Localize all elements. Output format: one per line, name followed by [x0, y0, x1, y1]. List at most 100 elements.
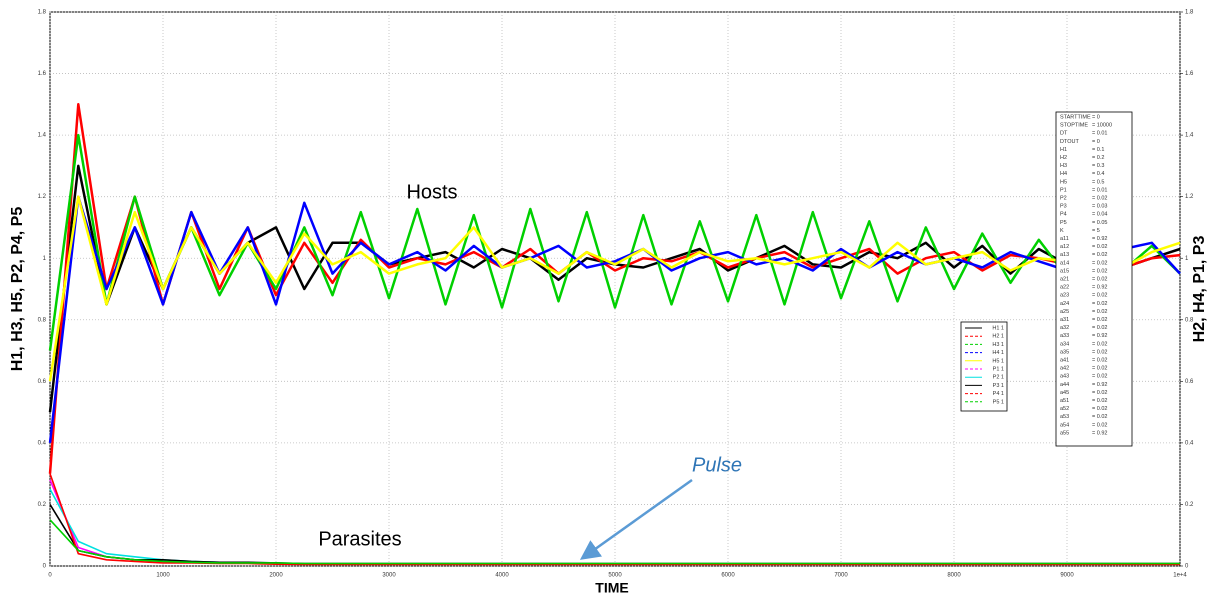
parameter-value: = 0.02 — [1092, 341, 1107, 347]
parameter-value: = 0.03 — [1092, 204, 1107, 210]
legend-label: H2 1 — [992, 334, 1004, 340]
parameter-name: H1 — [1060, 147, 1067, 153]
parameter-name: a32 — [1060, 325, 1069, 331]
legend-label: H4 1 — [992, 350, 1004, 356]
parameter-name: a15 — [1060, 268, 1069, 274]
parameter-value: = 0.02 — [1092, 398, 1107, 404]
parameter-value: = 0.02 — [1092, 252, 1107, 258]
parameter-name: a53 — [1060, 414, 1069, 420]
x-tick-label: 5000 — [608, 573, 622, 579]
parameter-value: = 0.02 — [1092, 276, 1107, 282]
y-tick-label: 1.2 — [38, 194, 47, 200]
parameter-name: DT — [1060, 131, 1068, 137]
y2-tick-label: 1.8 — [1185, 10, 1194, 16]
parameter-value: = 0 — [1092, 139, 1100, 145]
parameter-name: a34 — [1060, 341, 1069, 347]
x-tick-label: 1000 — [156, 573, 170, 579]
y-tick-label: 1.6 — [38, 71, 47, 77]
parameter-name: a21 — [1060, 276, 1069, 282]
x-tick-label: 8000 — [947, 573, 961, 579]
parameter-name: a55 — [1060, 430, 1069, 436]
y-tick-label: 1 — [43, 256, 47, 262]
series-line — [48, 195, 1181, 382]
parameter-value: = 0 — [1092, 114, 1100, 120]
parameter-value: = 0.02 — [1092, 390, 1107, 396]
parameter-value: = 0.5 — [1092, 179, 1104, 185]
parameter-box — [1055, 111, 1133, 447]
y2-tick-label: 0.4 — [1185, 440, 1194, 446]
y-tick-label: 0.2 — [38, 502, 47, 508]
parameter-name: a22 — [1060, 285, 1069, 291]
y-tick-label: 1.8 — [38, 10, 47, 16]
parameter-name: P2 — [1060, 195, 1067, 201]
legend-label: H3 1 — [992, 342, 1004, 348]
y2-tick-label: 0.2 — [1185, 502, 1194, 508]
parameter-name: H4 — [1060, 171, 1067, 177]
parameter-value: = 0.02 — [1092, 301, 1107, 307]
y-tick-label: 1.4 — [38, 133, 47, 139]
parameter-value: = 0.92 — [1092, 333, 1107, 339]
parameter-name: a54 — [1060, 422, 1069, 428]
legend — [960, 321, 1008, 412]
parameter-value: = 10000 — [1092, 123, 1112, 129]
hosts-annotation: Hosts — [406, 181, 457, 203]
parameter-name: a23 — [1060, 293, 1069, 299]
parameter-name: a24 — [1060, 301, 1069, 307]
parameter-value: = 0.02 — [1092, 414, 1107, 420]
parameter-value: = 5 — [1092, 228, 1100, 234]
parameter-value: = 0.92 — [1092, 285, 1107, 291]
parameter-value: = 0.4 — [1092, 171, 1104, 177]
x-tick-label: 2000 — [269, 573, 283, 579]
parameter-value: = 0.02 — [1092, 195, 1107, 201]
parameter-name: a33 — [1060, 333, 1069, 339]
pulse-annotation: Pulse — [692, 454, 742, 476]
legend-label: P3 1 — [993, 383, 1004, 389]
x-tick-label: 1e+4 — [1173, 573, 1187, 579]
parameter-name: P3 — [1060, 204, 1067, 210]
parameter-name: a51 — [1060, 398, 1069, 404]
parameter-name: a12 — [1060, 244, 1069, 250]
pulse-arrow — [579, 478, 693, 560]
parameter-value: = 0.02 — [1092, 293, 1107, 299]
parameter-value: = 0.02 — [1092, 317, 1107, 323]
parameter-value: = 0.02 — [1092, 366, 1107, 372]
parameter-name: a11 — [1060, 236, 1069, 242]
parameter-name: a14 — [1060, 260, 1069, 266]
x-tick-label: 7000 — [834, 573, 848, 579]
parameter-name: K — [1060, 228, 1064, 234]
parameter-value: = 0.01 — [1092, 131, 1107, 137]
parameter-value: = 0.04 — [1092, 212, 1107, 218]
parameter-name: P5 — [1060, 220, 1067, 226]
y2-tick-label: 1 — [1185, 256, 1189, 262]
y2-tick-label: 1.6 — [1185, 71, 1194, 77]
series-line — [49, 519, 1180, 565]
legend-label: P4 1 — [993, 391, 1004, 397]
legend-label: P1 1 — [993, 366, 1004, 372]
legend-label: H1 1 — [992, 325, 1004, 331]
parameter-value: = 0.02 — [1092, 349, 1107, 355]
parameter-value: = 0.92 — [1092, 430, 1107, 436]
x-tick-label: 9000 — [1060, 573, 1074, 579]
y2-tick-label: 0 — [1185, 564, 1189, 570]
y-tick-label: 0 — [43, 564, 47, 570]
parameter-name: DTOUT — [1060, 139, 1079, 145]
parameter-value: = 0.02 — [1092, 244, 1107, 250]
parameter-value: = 0.05 — [1092, 220, 1107, 226]
parameter-name: STARTTIME — [1060, 114, 1091, 120]
parameter-value: = 0.2 — [1092, 155, 1104, 161]
parameter-name: H2 — [1060, 155, 1067, 161]
parameter-name: a45 — [1060, 390, 1069, 396]
parameter-name: P1 — [1060, 187, 1067, 193]
parameter-value: = 0.02 — [1092, 357, 1107, 363]
y2-tick-label: 1.4 — [1185, 133, 1194, 139]
parameter-name: a52 — [1060, 406, 1069, 412]
x-tick-label: 0 — [48, 573, 52, 579]
y2-tick-label: 0.8 — [1185, 317, 1194, 323]
y2-tick-label: 0.6 — [1185, 379, 1194, 385]
parameter-name: H3 — [1060, 163, 1067, 169]
y-tick-label: 0.6 — [38, 379, 47, 385]
parameter-value: = 0.1 — [1092, 147, 1104, 153]
parameter-name: H5 — [1060, 179, 1067, 185]
series-line — [48, 103, 1181, 474]
legend-label: P2 1 — [993, 375, 1004, 381]
